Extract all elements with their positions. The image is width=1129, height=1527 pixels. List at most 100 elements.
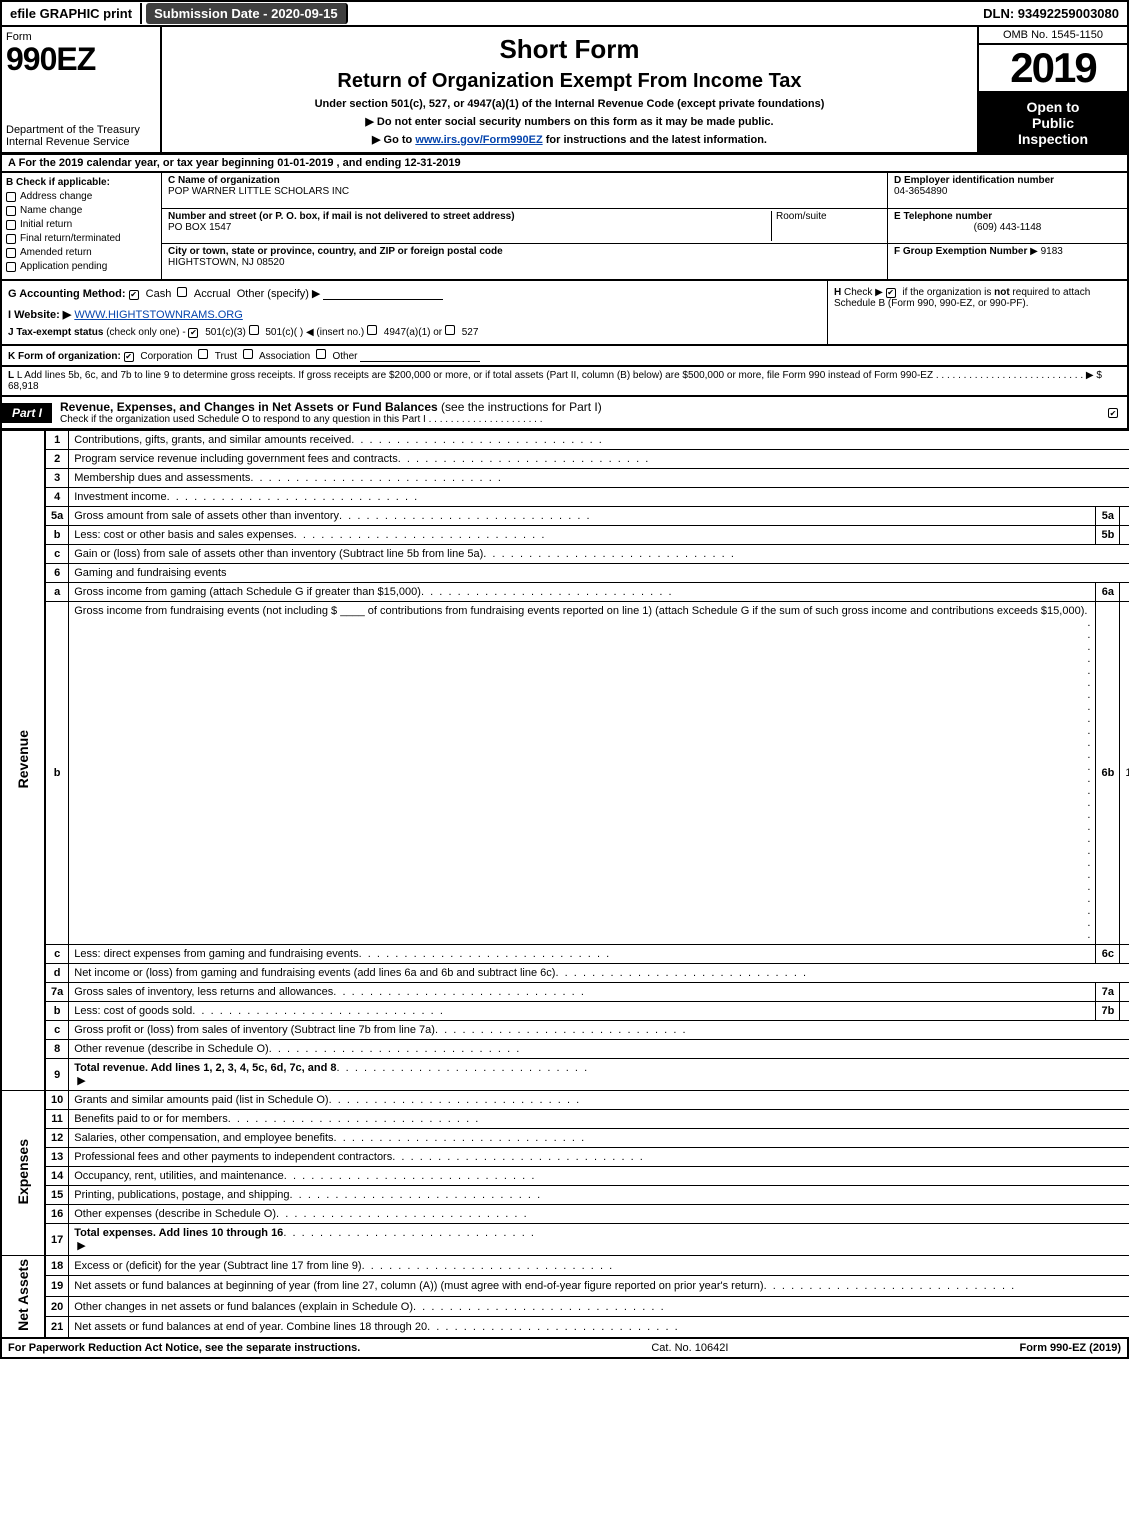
table-row: cLess: direct expenses from gaming and f… bbox=[1, 945, 1129, 964]
table-row: 21Net assets or fund balances at end of … bbox=[1, 1317, 1129, 1338]
tel-value: (609) 443-1148 bbox=[894, 222, 1121, 233]
checkbox-accrual-icon[interactable] bbox=[177, 287, 187, 297]
j-527: 527 bbox=[462, 327, 479, 338]
section-def: D Employer identification number04-36548… bbox=[887, 173, 1127, 279]
chk-final-return[interactable]: Final return/terminated bbox=[6, 233, 157, 244]
checkbox-icon[interactable] bbox=[6, 220, 16, 230]
side-net assets-label: Net Assets bbox=[1, 1256, 45, 1338]
chk-trust-icon[interactable] bbox=[198, 349, 208, 359]
checkbox-icon[interactable] bbox=[6, 262, 16, 272]
j-insert: (insert no.) bbox=[316, 327, 364, 338]
checkbox-cash-icon[interactable] bbox=[129, 290, 139, 300]
table-row: 4Investment income . . . . . . . . . . .… bbox=[1, 488, 1129, 507]
row-desc: Total revenue. Add lines 1, 2, 3, 4, 5c,… bbox=[69, 1059, 1129, 1091]
row-num: 4 bbox=[45, 488, 69, 507]
k-trust: Trust bbox=[215, 351, 237, 362]
chk-initial-return[interactable]: Initial return bbox=[6, 219, 157, 230]
row-desc: Gaming and fundraising events bbox=[69, 564, 1129, 583]
table-row: Net Assets18Excess or (deficit) for the … bbox=[1, 1256, 1129, 1276]
efile-label[interactable]: efile GRAPHIC print bbox=[2, 3, 142, 24]
table-row: 15Printing, publications, postage, and s… bbox=[1, 1186, 1129, 1205]
chk-assoc-icon[interactable] bbox=[243, 349, 253, 359]
row-desc: Net assets or fund balances at end of ye… bbox=[69, 1317, 1129, 1338]
irs-link[interactable]: www.irs.gov/Form990EZ bbox=[415, 134, 542, 146]
j-label: J Tax-exempt status bbox=[8, 327, 103, 338]
checkbox-icon[interactable] bbox=[6, 192, 16, 202]
footer-left: For Paperwork Reduction Act Notice, see … bbox=[8, 1342, 360, 1354]
row-num: c bbox=[45, 1021, 69, 1040]
room-suite: Room/suite bbox=[771, 211, 881, 242]
header-left: Form 990EZ Department of the Treasury In… bbox=[2, 27, 162, 152]
table-row: 11Benefits paid to or for members . . . … bbox=[1, 1110, 1129, 1129]
ssn-notice: ▶ Do not enter social security numbers o… bbox=[170, 115, 969, 128]
chk-application-pending[interactable]: Application pending bbox=[6, 261, 157, 272]
row-desc: Gross income from gaming (attach Schedul… bbox=[69, 583, 1096, 602]
table-row: Revenue1Contributions, gifts, grants, an… bbox=[1, 431, 1129, 450]
city-value: HIGHTSTOWN, NJ 08520 bbox=[168, 257, 881, 268]
chk-amended-return[interactable]: Amended return bbox=[6, 247, 157, 258]
chk-address-change[interactable]: Address change bbox=[6, 191, 157, 202]
chk-schedule-b-icon[interactable] bbox=[886, 288, 896, 298]
checkbox-icon[interactable] bbox=[6, 234, 16, 244]
sub-amount bbox=[1120, 583, 1129, 602]
row-num: 17 bbox=[45, 1224, 69, 1256]
j-501c: 501(c)( ) bbox=[265, 327, 303, 338]
part1-title: Revenue, Expenses, and Changes in Net As… bbox=[52, 397, 1103, 428]
website-link[interactable]: WWW.HIGHTSTOWNRAMS.ORG bbox=[74, 309, 242, 321]
page-footer: For Paperwork Reduction Act Notice, see … bbox=[0, 1339, 1129, 1359]
chk-527-icon[interactable] bbox=[445, 325, 455, 335]
goto-suffix: for instructions and the latest informat… bbox=[543, 134, 767, 146]
row-num: 13 bbox=[45, 1148, 69, 1167]
section-f: F Group Exemption Number ▶ 9183 bbox=[888, 244, 1127, 279]
tax-year: 2019 bbox=[979, 45, 1127, 93]
row-num: c bbox=[45, 545, 69, 564]
row-num: b bbox=[45, 1002, 69, 1021]
row-desc: Benefits paid to or for members . . . . … bbox=[69, 1110, 1129, 1129]
row-num: 15 bbox=[45, 1186, 69, 1205]
row-num: a bbox=[45, 583, 69, 602]
submission-date-button[interactable]: Submission Date - 2020-09-15 bbox=[146, 3, 348, 24]
header-right: OMB No. 1545-1150 2019 Open to Public In… bbox=[977, 27, 1127, 152]
chk-other-icon[interactable] bbox=[316, 349, 326, 359]
chk-501c-icon[interactable] bbox=[249, 325, 259, 335]
form-header: Form 990EZ Department of the Treasury In… bbox=[0, 25, 1129, 155]
table-row: bLess: cost or other basis and sales exp… bbox=[1, 526, 1129, 545]
row-num: 19 bbox=[45, 1276, 69, 1296]
chk-corp-icon[interactable] bbox=[124, 352, 134, 362]
part1-label: Part I bbox=[2, 403, 52, 423]
checkbox-icon[interactable] bbox=[6, 248, 16, 258]
sub-line-num: 7a bbox=[1096, 983, 1120, 1002]
part1-checkbox-icon[interactable] bbox=[1108, 408, 1118, 418]
row-desc: Other revenue (describe in Schedule O) .… bbox=[69, 1040, 1129, 1059]
row-desc: Salaries, other compensation, and employ… bbox=[69, 1129, 1129, 1148]
row-desc: Less: direct expenses from gaming and fu… bbox=[69, 945, 1096, 964]
row-num: 18 bbox=[45, 1256, 69, 1276]
k-other-input[interactable] bbox=[360, 350, 480, 362]
row-num: 1 bbox=[45, 431, 69, 450]
street-label: Number and street (or P. O. box, if mail… bbox=[168, 211, 771, 222]
k-label: K Form of organization: bbox=[8, 351, 121, 362]
sub-amount: 18,181 bbox=[1120, 602, 1129, 945]
row-num: 12 bbox=[45, 1129, 69, 1148]
row-num: 5a bbox=[45, 507, 69, 526]
open-line: Open to bbox=[983, 99, 1123, 115]
omb-number: OMB No. 1545-1150 bbox=[979, 27, 1127, 45]
table-row: cGain or (loss) from sale of assets othe… bbox=[1, 545, 1129, 564]
chk-name-change[interactable]: Name change bbox=[6, 205, 157, 216]
g-cash: Cash bbox=[146, 288, 172, 300]
sub-line-num: 6a bbox=[1096, 583, 1120, 602]
checkbox-icon[interactable] bbox=[6, 206, 16, 216]
sub-line-num: 5a bbox=[1096, 507, 1120, 526]
table-row: 12Salaries, other compensation, and empl… bbox=[1, 1129, 1129, 1148]
table-row: 3Membership dues and assessments . . . .… bbox=[1, 469, 1129, 488]
sub-amount bbox=[1120, 507, 1129, 526]
other-specify-input[interactable] bbox=[323, 288, 443, 300]
section-e: E Telephone number(609) 443-1148 bbox=[888, 209, 1127, 245]
dept-line2: Internal Revenue Service bbox=[6, 136, 156, 148]
section-b: B Check if applicable: Address change Na… bbox=[2, 173, 162, 279]
side-expenses-label: Expenses bbox=[1, 1091, 45, 1256]
chk-501c3-icon[interactable] bbox=[188, 328, 198, 338]
row-num: 3 bbox=[45, 469, 69, 488]
chk-4947-icon[interactable] bbox=[367, 325, 377, 335]
row-num: 7a bbox=[45, 983, 69, 1002]
